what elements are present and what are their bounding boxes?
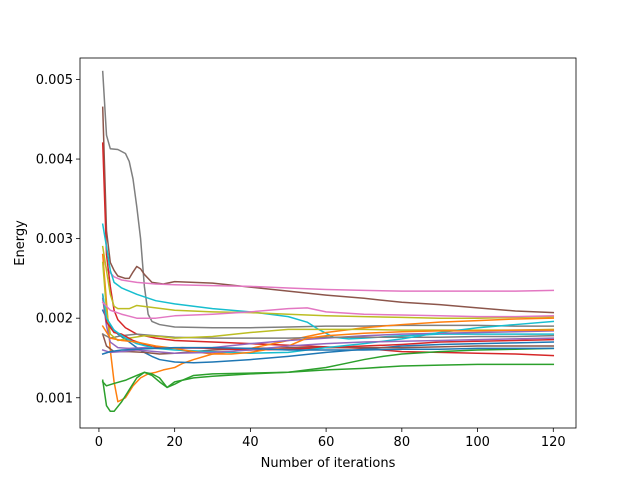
x-tick-label: 100	[465, 435, 490, 450]
series-line-19	[101, 337, 555, 354]
y-tick-label: 0.004	[36, 153, 73, 168]
x-tick-label: 0	[95, 435, 103, 450]
x-tick-label: 20	[166, 435, 183, 450]
series-line-10	[101, 309, 555, 364]
y-tick-label: 0.001	[36, 391, 73, 406]
series-line-2	[101, 106, 555, 314]
series-line-20	[101, 346, 555, 355]
series-line-18	[101, 301, 555, 319]
y-axis-label: Energy	[13, 220, 28, 266]
y-axis: 0.001 0.002 0.003 0.004 0.005	[36, 73, 80, 406]
y-tick-label: 0.005	[36, 73, 73, 88]
series-line-6	[101, 245, 555, 319]
y-tick-label: 0.002	[36, 312, 73, 327]
series-line-1	[101, 70, 555, 329]
x-axis: 0 20 40 60 80 100 120	[95, 428, 566, 450]
series-line-8	[101, 363, 555, 413]
series-line-3	[101, 253, 555, 292]
series-line-13	[101, 333, 555, 339]
series-layer	[101, 70, 555, 413]
series-line-4	[101, 142, 555, 357]
x-tick-label: 40	[242, 435, 259, 450]
x-axis-label: Number of iterations	[261, 456, 396, 471]
plot-frame	[79, 57, 577, 429]
x-tick-label: 120	[541, 435, 566, 450]
x-tick-label: 60	[318, 435, 335, 450]
series-line-7	[101, 253, 555, 403]
y-tick-label: 0.003	[36, 232, 73, 247]
series-line-11	[101, 297, 555, 350]
series-line-9	[101, 347, 555, 389]
x-tick-label: 80	[394, 435, 411, 450]
series-line-17	[101, 325, 555, 355]
series-line-15	[101, 293, 555, 351]
